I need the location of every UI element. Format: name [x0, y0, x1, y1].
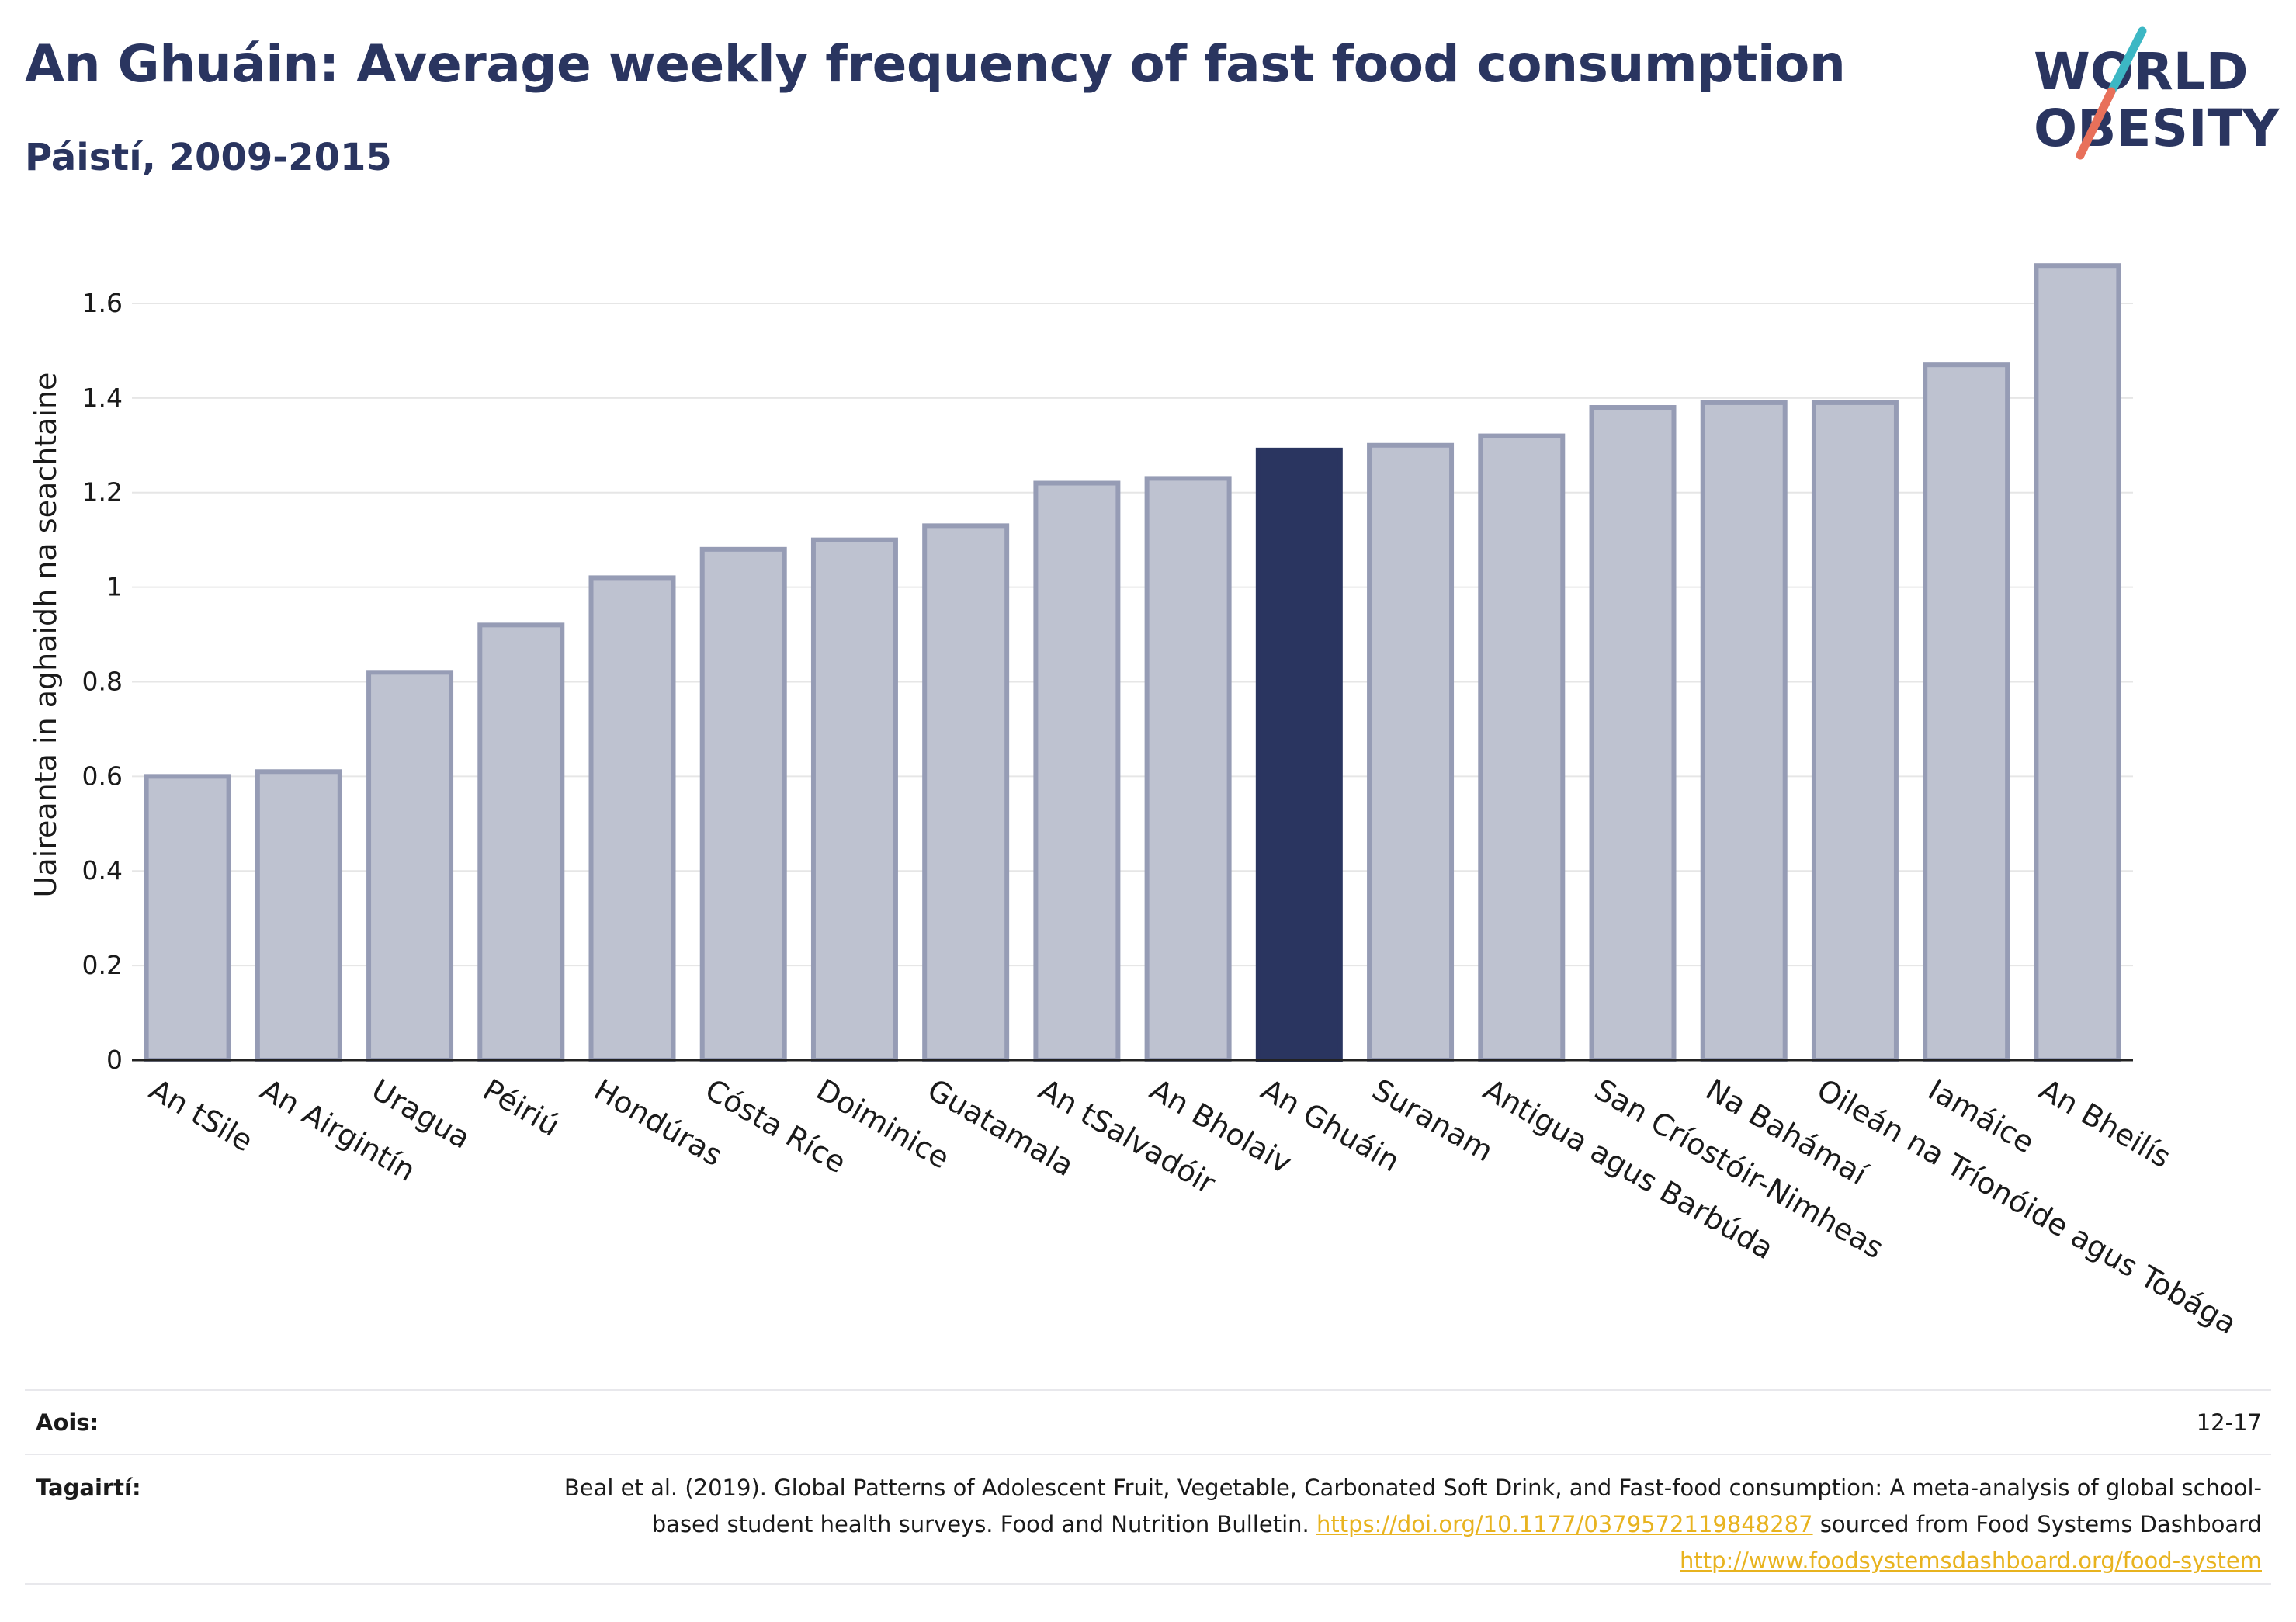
chart-subtitle: Páistí, 2009-2015 — [25, 136, 392, 179]
logo-text-obesity: OBESITY — [2034, 99, 2280, 158]
bar — [477, 622, 565, 1062]
bar — [1589, 405, 1677, 1062]
y-tick-label: 0.6 — [82, 761, 123, 791]
reference-citation: Beal et al. (2019). Global Patterns of A… — [564, 1475, 2262, 1537]
logo-slash-top — [2107, 26, 2147, 96]
y-tick-label: 1.2 — [82, 477, 123, 508]
y-tick-label: 0.8 — [82, 666, 123, 696]
ages-value: 12-17 — [2196, 1409, 2262, 1436]
y-tick-label: 1.4 — [82, 383, 123, 413]
bar — [2034, 263, 2121, 1062]
y-tick-label: 1 — [106, 572, 123, 602]
reference-source-text: sourced from Food Systems Dashboard — [1819, 1511, 2262, 1537]
reference-dashboard-link[interactable]: http://www.foodsystemsdashboard.org/food… — [1680, 1547, 2262, 1574]
bar — [1700, 400, 1788, 1062]
x-tick-label: An Bheilís — [2034, 1073, 2176, 1175]
bar — [1923, 362, 2010, 1062]
bar — [1811, 400, 1899, 1062]
logo-text-world: WORLD — [2034, 42, 2249, 102]
footer-divider-top — [25, 1389, 2271, 1391]
references-text: Beal et al. (2019). Global Patterns of A… — [554, 1470, 2262, 1579]
bar — [1033, 480, 1121, 1062]
bar — [588, 575, 676, 1062]
y-tick-label: 1.6 — [82, 288, 123, 318]
reference-doi-link[interactable]: https://doi.org/10.1177/0379572119848287 — [1316, 1511, 1813, 1537]
x-tick-label: Péiriú — [477, 1073, 566, 1143]
y-tick-label: 0 — [106, 1045, 123, 1075]
chart-title: An Ghuáin: Average weekly frequency of f… — [25, 34, 1846, 94]
y-tick-label: 0.4 — [82, 855, 123, 886]
bar — [1367, 442, 1455, 1062]
bar — [810, 537, 898, 1062]
bar-chart: 0 0.2 0.4 0.6 0.8 1 1.2 1.4 1.6 Uaireanta in agha… — [29, 263, 2242, 1341]
bar — [144, 774, 231, 1063]
bar — [1144, 476, 1232, 1062]
logo-slash-bottom — [2076, 87, 2116, 160]
bar — [699, 546, 787, 1062]
x-tick-label: Oileán na Tríonóide agus Tobága — [1811, 1073, 2242, 1341]
references-label: Tagairtí: — [36, 1475, 141, 1501]
bar — [922, 523, 1010, 1062]
ages-label: Aois: — [36, 1409, 99, 1436]
bar — [1478, 433, 1566, 1062]
y-tick-label: 0.2 — [82, 950, 123, 980]
x-tick-label: An tSile — [144, 1073, 258, 1159]
bar — [255, 769, 342, 1063]
bar-highlight — [1255, 447, 1343, 1062]
bar — [366, 670, 454, 1062]
footer-divider-middle — [25, 1454, 2271, 1455]
world-obesity-logo: WORLD OBESITY — [2034, 26, 2280, 160]
footer-divider-bottom — [25, 1583, 2271, 1585]
y-axis-title: Uaireanta in aghaidh na seachtaine — [29, 373, 63, 898]
